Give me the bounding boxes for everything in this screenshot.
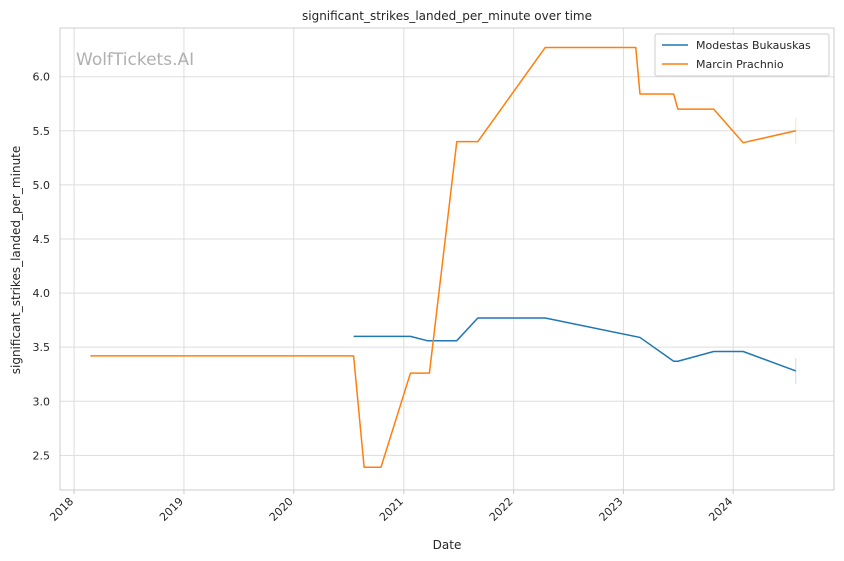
plot-area-frame: [59, 27, 835, 491]
legend-label-marcin-prachnio: Marcin Prachnio: [696, 58, 784, 71]
y-tick-label: 5.5: [33, 125, 51, 138]
watermark-text: WolfTickets.AI: [76, 50, 194, 70]
x-tick-label: 2022: [487, 495, 516, 524]
y-tick-label: 3.0: [33, 395, 51, 408]
x-tick-label: 2019: [157, 495, 186, 524]
series-line-modestas-bukauskas: [353, 317, 797, 372]
x-axis-title: Date: [433, 538, 462, 552]
series-layer: [90, 46, 797, 469]
y-axis-title: significant_strikes_landed_per_minute: [9, 146, 23, 375]
series-line-marcin-prachnio: [90, 46, 796, 469]
y-tick-label: 6.0: [33, 71, 51, 84]
x-tick-label: 2024: [706, 495, 735, 524]
y-tick-label: 4.5: [33, 233, 51, 246]
x-axis-ticks: 2018 2019 2020 2021 2022 2023 2024: [47, 490, 735, 524]
y-tick-label: 3.5: [33, 341, 51, 354]
y-tick-label: 5.0: [33, 179, 51, 192]
y-tick-label: 2.5: [33, 449, 51, 462]
y-axis-ticks: 2.5 3.0 3.5 4.0 4.5 5.0 5.5 6.0: [33, 71, 51, 463]
grid-layer: [60, 28, 834, 490]
x-tick-label: 2018: [47, 495, 76, 524]
legend: Modestas Bukauskas Marcin Prachnio: [654, 33, 830, 77]
x-tick-label: 2021: [377, 495, 406, 524]
legend-label-modestas-bukauskas: Modestas Bukauskas: [696, 39, 811, 52]
x-tick-label: 2020: [267, 495, 296, 524]
x-tick-label: 2023: [597, 495, 626, 524]
chart-title: significant_strikes_landed_per_minute ov…: [302, 9, 592, 23]
legend-box: [654, 33, 830, 77]
y-tick-label: 4.0: [33, 287, 51, 300]
